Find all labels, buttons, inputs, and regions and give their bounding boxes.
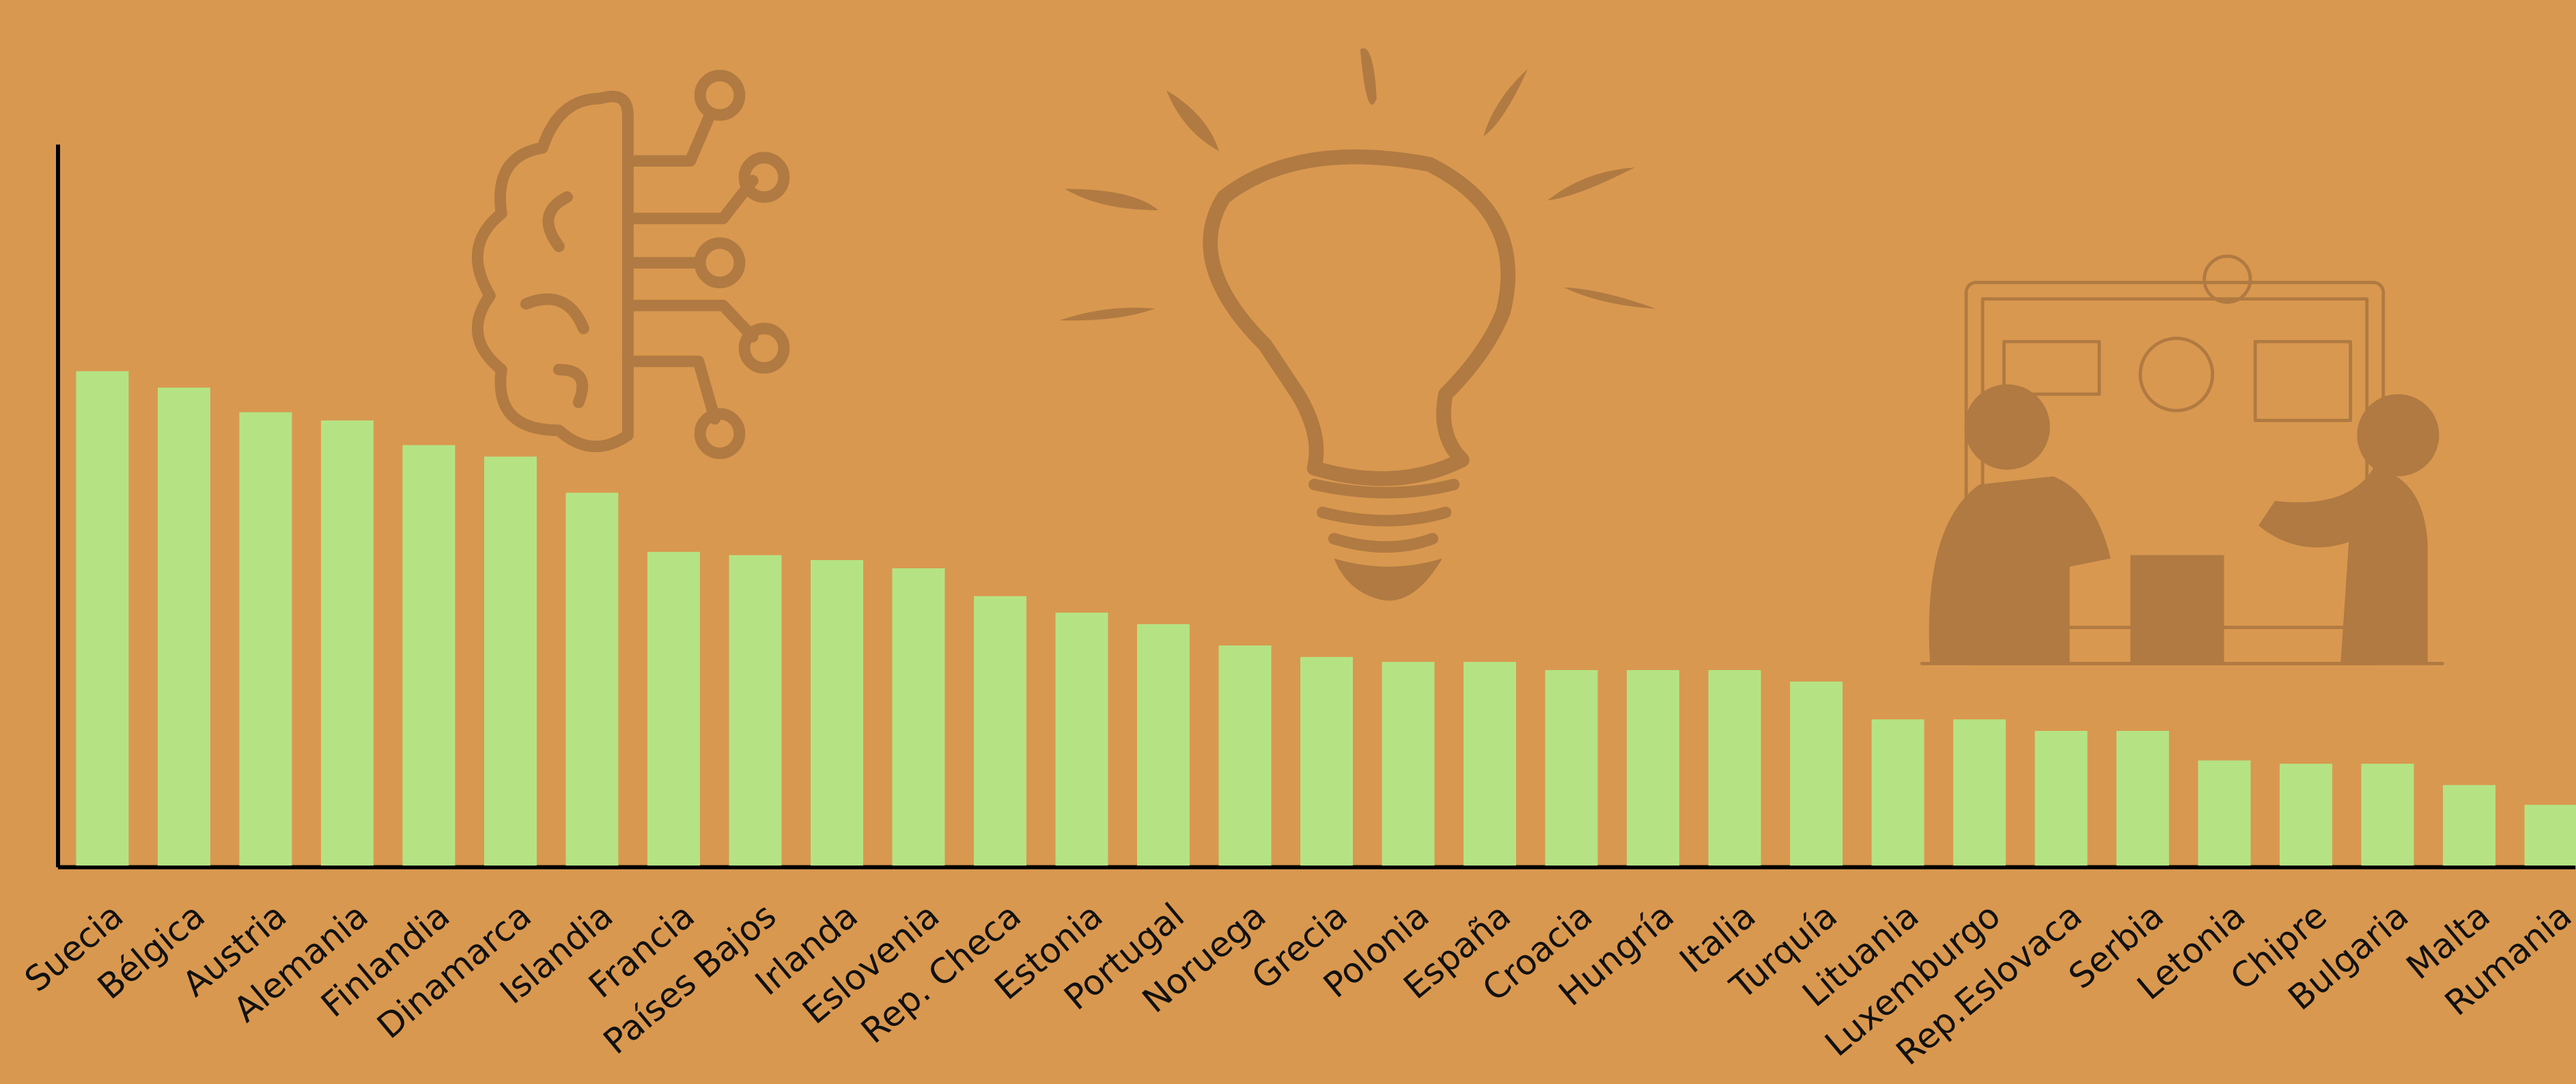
lightbulb-illustration	[1059, 48, 1656, 601]
bar	[1708, 670, 1761, 866]
bar	[1871, 719, 1924, 866]
bar	[1545, 670, 1598, 866]
bar	[2524, 805, 2576, 866]
bar	[2443, 785, 2496, 866]
bar	[2361, 764, 2414, 866]
bar	[974, 596, 1026, 866]
bar	[565, 492, 619, 866]
bar	[1382, 662, 1435, 866]
bar	[1300, 656, 1353, 866]
bar	[320, 420, 374, 866]
bar	[1953, 719, 2006, 866]
presentation-illustration	[1920, 254, 2444, 665]
bar	[647, 551, 700, 866]
bar	[810, 559, 863, 866]
bar	[1790, 681, 1843, 866]
bar	[729, 555, 782, 866]
brain-illustration	[471, 70, 790, 460]
bar	[1137, 624, 1190, 866]
bar	[484, 456, 537, 866]
bar	[157, 387, 210, 866]
bar	[1627, 670, 1680, 866]
bar	[239, 412, 292, 866]
bar	[1218, 645, 1272, 866]
bar	[1055, 612, 1108, 866]
bar	[1464, 662, 1516, 866]
bar	[892, 568, 945, 866]
bar	[2034, 731, 2088, 866]
bar	[2280, 764, 2333, 866]
bar	[76, 371, 129, 866]
bar	[2116, 731, 2170, 866]
bar	[2198, 760, 2251, 866]
bar	[402, 445, 456, 866]
